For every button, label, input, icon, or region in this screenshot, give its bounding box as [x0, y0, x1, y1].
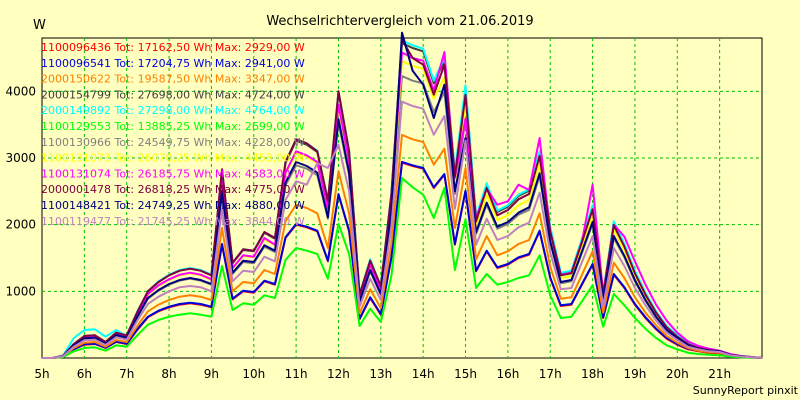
x-tick-label: 15h — [454, 367, 477, 381]
legend-entry-2000154799: 2000154799 Tot: 27698,00 Wh Max: 4724,00… — [41, 88, 305, 101]
legend-entry-1100130966: 1100130966 Tot: 24549,75 Wh Max: 4228,00… — [41, 136, 305, 149]
series-line-2000150622 — [42, 133, 763, 359]
legend-entry-2000149892: 2000149892 Tot: 27298,00 Wh Max: 4764,00… — [41, 104, 305, 117]
y-tick-label: 4000 — [5, 84, 36, 98]
y-tick-label: 1000 — [5, 284, 36, 298]
x-tick-label: 9h — [204, 367, 219, 381]
series-line-1100148421 — [42, 31, 763, 359]
chart-title: Wechselrichtervergleich vom 21.06.2019 — [266, 14, 533, 29]
x-tick-label: 8h — [161, 367, 176, 381]
legend-entry-1100131074: 1100131074 Tot: 26185,75 Wh Max: 4583,00… — [41, 167, 305, 180]
legend-entry-1100119477: 1100119477 Tot: 21745,25 Wh Max: 3844,00… — [41, 215, 305, 228]
legend: 1100096436 Tot: 17162,50 Wh Max: 2929,00… — [41, 41, 305, 228]
series-line-1100119477 — [42, 100, 763, 359]
x-tick-label: 10h — [242, 367, 265, 381]
y-tick-label: 2000 — [5, 218, 36, 232]
x-tick-label: 13h — [369, 367, 392, 381]
y-axis-label: W — [33, 18, 46, 33]
x-tick-label: 6h — [77, 367, 92, 381]
x-tick-label: 18h — [581, 367, 604, 381]
legend-entry-2000150622: 2000150622 Tot: 19587,50 Wh Max: 3347,00… — [41, 73, 305, 86]
x-tick-label: 14h — [412, 367, 435, 381]
legend-entry-1100096436: 1100096436 Tot: 17162,50 Wh Max: 2929,00… — [41, 41, 305, 54]
x-tick-label: 19h — [624, 367, 647, 381]
x-tick-label: 17h — [539, 367, 562, 381]
legend-entry-1100129553: 1100129553 Tot: 13885,25 Wh Max: 2699,00… — [41, 120, 305, 133]
series-lines — [42, 31, 763, 359]
x-tick-label: 12h — [327, 367, 350, 381]
footer-credit: SunnyReport pinxit — [693, 384, 799, 397]
legend-entry-2000001478: 2000001478 Tot: 26818,25 Wh Max: 4775,00… — [41, 183, 305, 196]
x-tick-label: 20h — [666, 367, 689, 381]
x-tick-label: 21h — [708, 367, 731, 381]
x-tick-label: 7h — [119, 367, 134, 381]
legend-entry-1100131073: 1100131073 Tot: 26070,25 Wh Max: 4453,00… — [41, 152, 305, 165]
x-axis-ticks: 5h 6h 7h 8h 9h 10h 11h 12h 13h 14h 15h 16h 17h 18h 19h… — [34, 367, 731, 381]
series-line-1100096541 — [42, 160, 763, 359]
legend-entry-1100148421: 1100148421 Tot: 24749,25 Wh Max: 4880,00… — [41, 199, 305, 212]
series-line-1100129553 — [42, 177, 763, 359]
x-tick-label: 5h — [34, 367, 49, 381]
x-tick-label: 11h — [285, 367, 308, 381]
y-axis-ticks: 1000 2000 3000 4000 — [5, 84, 36, 298]
x-tick-label: 16h — [496, 367, 519, 381]
y-tick-label: 3000 — [5, 151, 36, 165]
legend-entry-1100096541: 1100096541 Tot: 17204,75 Wh Max: 2941,00… — [41, 57, 305, 70]
